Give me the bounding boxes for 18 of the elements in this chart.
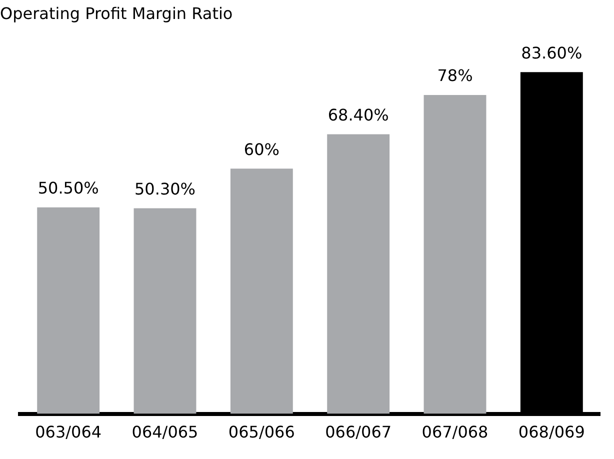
data-label: 68.40% — [328, 105, 389, 124]
bar — [424, 95, 486, 414]
x-tick-label: 067/068 — [422, 422, 488, 442]
chart-title: Operating Profit Margin Ratio — [0, 4, 233, 23]
x-tick-label: 064/065 — [132, 422, 198, 442]
bar — [37, 207, 100, 414]
x-tick-label: 066/067 — [325, 422, 392, 442]
x-tick-label: 065/066 — [228, 422, 295, 442]
x-tick-label: 068/069 — [518, 422, 585, 442]
bar — [327, 134, 390, 414]
x-tick-label: 063/064 — [35, 422, 102, 442]
bar — [134, 208, 196, 414]
data-label: 50.50% — [38, 178, 99, 198]
data-label: 83.60% — [521, 43, 582, 62]
data-label: 78% — [437, 66, 473, 86]
data-label: 60% — [244, 140, 280, 159]
bar — [230, 168, 293, 414]
data-label: 50.30% — [134, 179, 196, 198]
